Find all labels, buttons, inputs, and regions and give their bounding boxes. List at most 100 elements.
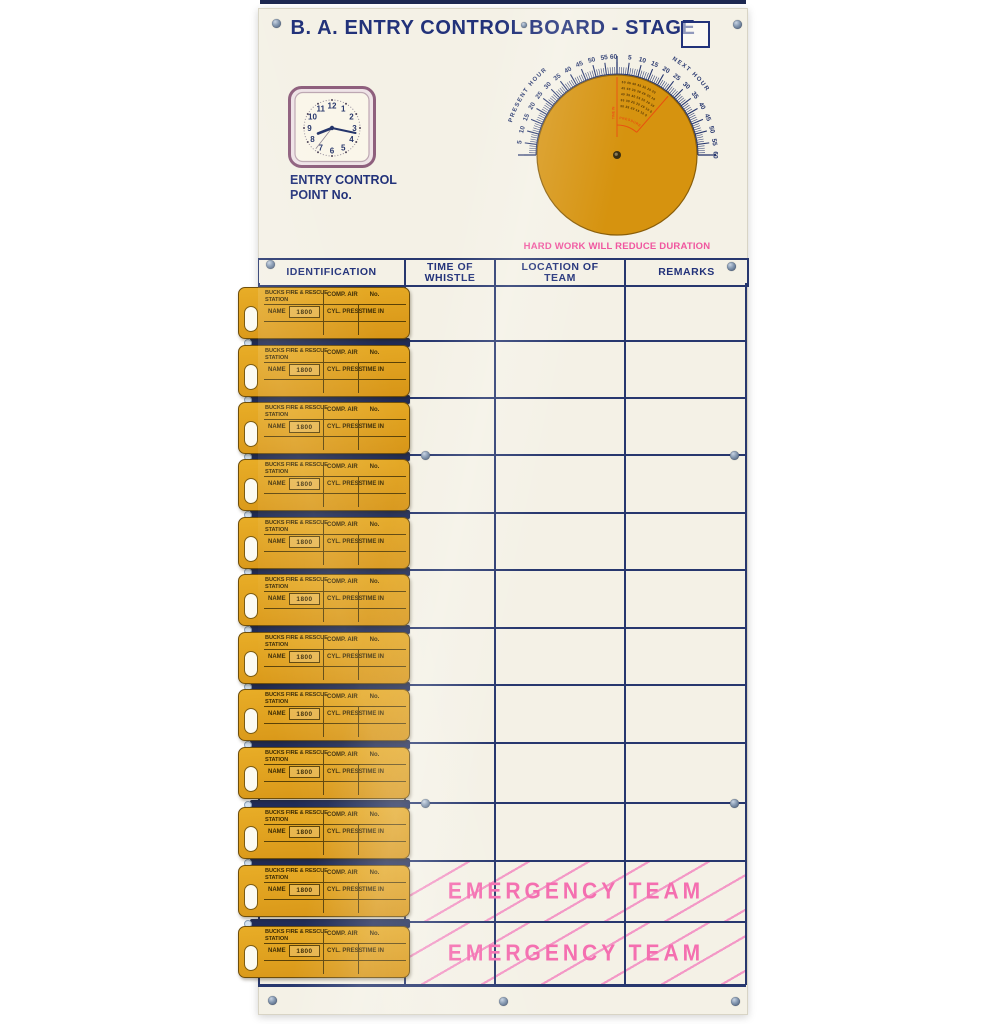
svg-text:11: 11 (317, 104, 326, 113)
cell-row10-location-of-team[interactable] (498, 806, 622, 858)
cell-row2-time-of-whistle[interactable] (408, 344, 492, 395)
entry-control-point-line2: POINT No. (290, 188, 352, 202)
svg-text:45: 45 (575, 60, 585, 69)
grid-line-h-bottom (258, 984, 746, 987)
screw-icon (521, 22, 527, 28)
tag-divider (264, 551, 406, 552)
cell-row7-time-of-whistle[interactable] (408, 631, 492, 682)
tag-divider (323, 577, 324, 622)
tag-cyl-press-label: CYL. PRESS (327, 948, 363, 954)
svg-text:35: 35 (552, 72, 562, 82)
tag-divider (264, 943, 406, 944)
cell-row5-remarks[interactable] (628, 516, 743, 567)
cell-row1-remarks[interactable] (628, 286, 743, 338)
svg-text:12: 12 (328, 101, 337, 110)
tag-rail (250, 395, 410, 404)
tag-brigade-label: BUCKS FIRE & RESCUE STATION (265, 810, 328, 823)
cell-row2-remarks[interactable] (628, 344, 743, 395)
cell-row9-location-of-team[interactable] (498, 746, 622, 800)
tag-comp-air-label: COMP. AIR No. (327, 522, 380, 528)
tag-divider (323, 462, 324, 507)
cell-row3-remarks[interactable] (628, 401, 743, 452)
tally-tag[interactable]: BUCKS FIRE & RESCUE STATION COMP. AIR No. NA… (238, 807, 410, 859)
grid-line-h (258, 921, 746, 923)
svg-text:8: 8 (310, 135, 315, 144)
cell-row8-location-of-team[interactable] (498, 688, 622, 740)
tag-divider (323, 635, 324, 680)
cell-row1-time-of-whistle[interactable] (408, 286, 492, 338)
cell-row5-location-of-team[interactable] (498, 516, 622, 567)
cell-row9-time-of-whistle[interactable] (408, 746, 492, 800)
svg-text:35: 35 (690, 90, 700, 100)
cell-row4-remarks[interactable] (628, 458, 743, 510)
tally-tag[interactable]: BUCKS FIRE & RESCUE STATION COMP. AIR No. NA… (238, 747, 410, 799)
cell-row6-remarks[interactable] (628, 573, 743, 625)
tag-hole (244, 884, 258, 910)
tag-divider (358, 362, 359, 393)
cell-row7-remarks[interactable] (628, 631, 743, 682)
tally-tag[interactable]: BUCKS FIRE & RESCUE STATION COMP. AIR No. NA… (238, 517, 410, 569)
svg-text:TIME IN: TIME IN (611, 106, 615, 119)
tag-hole (244, 945, 258, 971)
screw-icon (733, 20, 742, 29)
tag-divider (358, 943, 359, 974)
tag-no-label: No. (369, 350, 380, 356)
header-time-of-whistle: TIME OF WHISTLE (404, 260, 494, 285)
tally-tag[interactable]: BUCKS FIRE & RESCUE STATION COMP. AIR No. NA… (238, 865, 410, 917)
svg-text:2: 2 (349, 113, 354, 122)
tag-divider (264, 781, 406, 782)
tag-set-number: 1800 (289, 945, 320, 957)
cell-row1-location-of-team[interactable] (498, 286, 622, 338)
screw-icon (266, 260, 275, 269)
tag-cyl-press-label: CYL. PRESS (327, 424, 363, 430)
tag-no-label: No. (369, 931, 380, 937)
stage-number-box[interactable] (681, 21, 710, 48)
tag-name-label: NAME (268, 367, 286, 373)
cell-row8-time-of-whistle[interactable] (408, 688, 492, 740)
tally-tag[interactable]: BUCKS FIRE & RESCUE STATION COMP. AIR No. NA… (238, 459, 410, 511)
cell-row10-remarks[interactable] (628, 806, 743, 858)
cell-row4-location-of-team[interactable] (498, 458, 622, 510)
tag-rail (250, 452, 410, 461)
cell-row7-location-of-team[interactable] (498, 631, 622, 682)
svg-text:40: 40 (697, 101, 707, 111)
cell-row6-location-of-team[interactable] (498, 573, 622, 625)
tag-brigade-label: BUCKS FIRE & RESCUE STATION (265, 290, 328, 303)
cell-row4-time-of-whistle[interactable] (408, 458, 492, 510)
tag-time-in-label: TIME IN (362, 367, 384, 373)
screw-icon (268, 996, 277, 1005)
svg-text:9: 9 (307, 124, 312, 133)
cell-row3-location-of-team[interactable] (498, 401, 622, 452)
tally-tag[interactable]: BUCKS FIRE & RESCUE STATION COMP. AIR No. NA… (238, 574, 410, 626)
tag-cyl-press-label: CYL. PRESS (327, 596, 363, 602)
tag-brigade-label: BUCKS FIRE & RESCUE STATION (265, 462, 328, 475)
tag-comp-air-label: COMP. AIR No. (327, 752, 380, 758)
cell-row6-time-of-whistle[interactable] (408, 573, 492, 625)
cell-row9-remarks[interactable] (628, 746, 743, 800)
tally-tag[interactable]: BUCKS FIRE & RESCUE STATION COMP. AIR No. NA… (238, 287, 410, 339)
tag-rail (250, 800, 410, 809)
tag-name-label: NAME (268, 769, 286, 775)
tag-no-label: No. (369, 637, 380, 643)
screw-icon (730, 799, 739, 808)
cell-row10-time-of-whistle[interactable] (408, 806, 492, 858)
tally-tag[interactable]: BUCKS FIRE & RESCUE STATION COMP. AIR No. NA… (238, 402, 410, 454)
tally-tag[interactable]: BUCKS FIRE & RESCUE STATION COMP. AIR No. NA… (238, 926, 410, 978)
tag-comp-air-label: COMP. AIR No. (327, 292, 380, 298)
tag-time-in-label: TIME IN (362, 948, 384, 954)
cell-row8-remarks[interactable] (628, 688, 743, 740)
tally-tag[interactable]: BUCKS FIRE & RESCUE STATION COMP. AIR No. NA… (238, 632, 410, 684)
tag-divider (358, 882, 359, 913)
tally-tag[interactable]: BUCKS FIRE & RESCUE STATION COMP. AIR No. NA… (238, 689, 410, 741)
cell-row2-location-of-team[interactable] (498, 344, 622, 395)
tag-comp-air-label: COMP. AIR No. (327, 812, 380, 818)
svg-text:30: 30 (681, 81, 691, 91)
tally-tag[interactable]: BUCKS FIRE & RESCUE STATION COMP. AIR No. NA… (238, 345, 410, 397)
cell-row5-time-of-whistle[interactable] (408, 516, 492, 567)
tag-divider (264, 321, 406, 322)
warning-text: HARD WORK WILL REDUCE DURATION (523, 241, 711, 252)
cell-row3-time-of-whistle[interactable] (408, 401, 492, 452)
